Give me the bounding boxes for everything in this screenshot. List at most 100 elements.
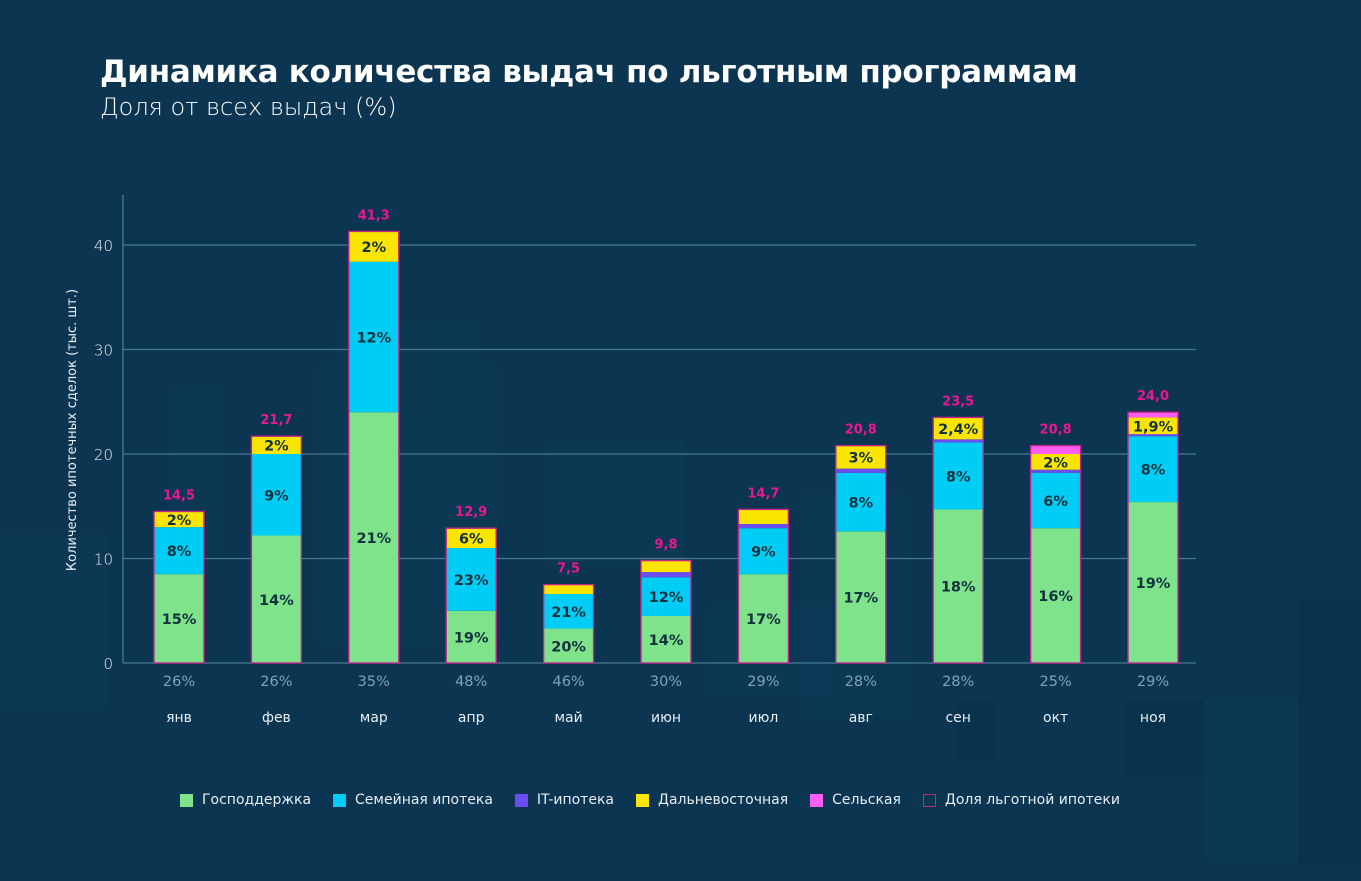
bar-segment [251,535,302,663]
bar-segment [543,584,594,595]
y-axis: Количество ипотечных сделок (тыс. шт.) [65,195,124,663]
bar-stack [932,416,984,664]
x-tick-label: июл [748,710,778,726]
bar-segment [251,436,302,454]
share-label: 29% [747,674,779,690]
x-tick-label: апр [458,710,485,726]
bar-outline [640,559,692,664]
bar-segment [446,610,497,663]
legend-label: Дальневосточная [658,792,789,808]
bar-segment [738,574,789,663]
legend-swatch [636,793,649,807]
bar-stack [640,559,692,664]
share-label: 25% [1039,674,1071,690]
segment-label: 2% [1043,455,1068,471]
bar-segment [641,560,691,573]
bar-segment [1030,528,1081,663]
x-tick-label: окт [1043,710,1068,726]
y-tick-label: 10 [94,551,113,569]
segment-label: 8% [1141,463,1166,479]
bar-outline [445,527,497,664]
bar-segment [933,439,984,443]
bar-segment [1030,445,1081,454]
bar-segment [1128,434,1178,437]
total-label: 9,8 [654,538,677,553]
legend-item: Дальневосточная [636,792,788,808]
legend-swatch [810,793,824,807]
share-label: 30% [650,674,682,690]
y-tick-label: 0 [103,655,113,673]
total-label: 12,9 [455,505,487,520]
segment-label: 2% [361,240,386,256]
background-decoration [958,700,996,760]
bar-stack [542,583,595,664]
bar-segment [154,511,204,528]
bar-outline [250,435,303,664]
bar-segment [933,509,984,663]
total-label: 23,5 [942,394,974,409]
segment-label: 20% [551,639,586,655]
bar-segment [835,531,886,663]
background-decoration [1205,700,1300,860]
legend-swatch [922,793,936,807]
background-decoration [1125,700,1203,775]
share-label: 28% [845,674,877,690]
bar-segment [933,442,984,510]
segment-label: 17% [843,591,878,607]
segment-label: 12% [356,330,391,346]
bar-segment [348,231,399,262]
segment-label: 9% [751,545,776,561]
legend-swatch [180,793,193,807]
y-axis-title: Количество ипотечных сделок (тыс. шт.) [65,289,80,571]
bar-segment [154,574,204,663]
legend-item: Сельская [810,792,901,808]
share-label: 35% [358,674,390,690]
bar-segment [154,527,204,575]
bar-segment [1128,502,1178,663]
legend-label: Семейная ипотека [355,792,493,808]
share-label: 48% [455,674,487,690]
x-tick-label: авг [849,710,873,726]
chart-subtitle: Доля от всех выдач (%) [100,93,397,121]
bar-stack [1127,411,1179,664]
bar-segment [446,548,497,611]
legend-label: Сельская [832,792,901,808]
bar-segment [348,261,399,413]
total-label: 14,5 [163,488,195,503]
segment-label: 23% [454,573,489,589]
segment-label: 6% [1043,494,1068,510]
bar-segment [835,445,886,469]
bar-segment [543,628,594,663]
segment-label: 8% [946,469,971,485]
bar-segment [543,594,594,629]
legend-swatch [333,793,347,807]
legend-label: Доля льготной ипотеки [944,792,1120,808]
total-label: 20,8 [845,423,877,438]
segment-label: 2% [264,439,289,455]
bar-stack [153,510,205,664]
segment-label: 2,4% [938,422,979,438]
bar-segment [446,528,497,549]
x-tick-label: июн [651,710,681,726]
segment-label: 8% [167,544,192,560]
total-label: 20,8 [1040,423,1072,438]
share-label: 29% [1137,674,1169,690]
segment-label: 18% [941,580,976,596]
legend-swatch [514,793,528,807]
bars [153,230,1179,664]
bar-outline [835,444,887,664]
background-decoration [1298,600,1361,865]
legend-item: IT-ипотека [514,792,614,808]
share-label: 46% [552,674,584,690]
segment-label: 19% [1136,576,1171,592]
total-label: 41,3 [358,208,390,223]
bar-stack [1029,444,1082,664]
segment-label: 17% [746,612,781,628]
bar-labels: 15% 8% 2% 14,5 26% янв 14% 9% 2% 21,7 26% фев 21% 12%… [162,208,1174,726]
bar-stack [737,508,790,664]
chart-title: Динамика количества выдач по льготным пр… [100,54,1078,90]
share-label: 28% [942,674,974,690]
bar-outline [1127,411,1179,664]
segment-label: 14% [649,633,684,649]
